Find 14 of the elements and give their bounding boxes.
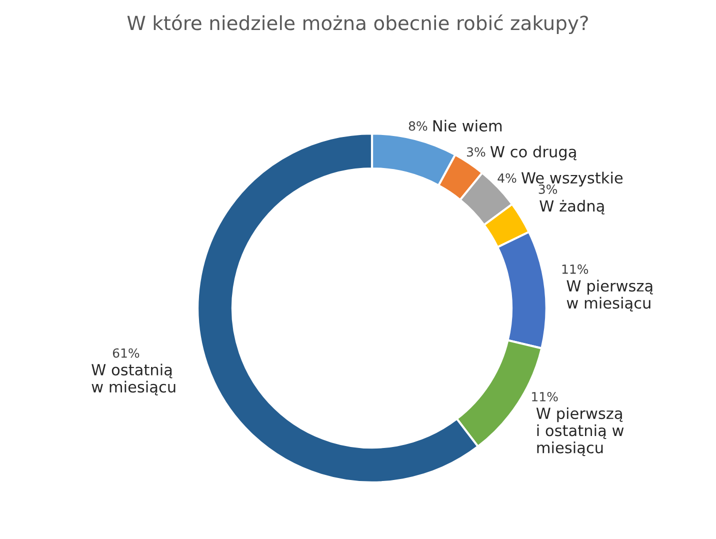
slice-label: Nie wiem	[433, 120, 502, 132]
chart-title: W które niedziele można obecnie robić zakupy?	[127, 14, 588, 34]
data-label: 8%	[408, 121, 428, 131]
data-label: 4%	[498, 173, 516, 183]
data-label: 61%	[112, 348, 140, 358]
data-label: 3%	[538, 184, 558, 194]
data-label: 11%	[562, 264, 588, 274]
slice-label: W ostatnią w miesiącu	[92, 364, 176, 396]
data-label: 11%	[532, 392, 558, 402]
slice-label: W pierwszą i ostatnią w miesiącu	[536, 407, 624, 456]
slice-label: W pierwszą w miesiącu	[566, 280, 653, 312]
slice-label: W żadną	[540, 200, 604, 214]
data-label: 3%	[467, 147, 486, 157]
slice-label: W co drugą	[490, 146, 576, 160]
